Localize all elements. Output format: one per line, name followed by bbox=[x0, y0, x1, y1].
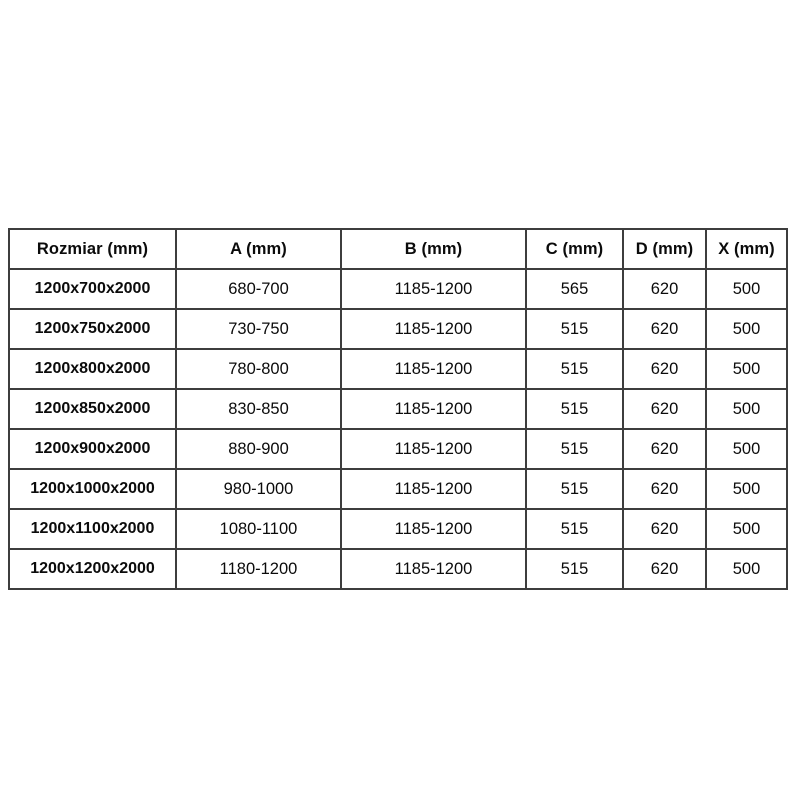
cell-d: 620 bbox=[622, 308, 707, 350]
table-row: 1200x1200x2000 1180-1200 1185-1200 515 6… bbox=[8, 548, 788, 590]
cell-c: 515 bbox=[525, 508, 624, 550]
table-row: 1200x750x2000 730-750 1185-1200 515 620 … bbox=[8, 308, 788, 350]
cell-c: 515 bbox=[525, 548, 624, 590]
cell-b: 1185-1200 bbox=[340, 308, 527, 350]
cell-c: 565 bbox=[525, 268, 624, 310]
cell-x: 500 bbox=[705, 308, 788, 350]
cell-x: 500 bbox=[705, 428, 788, 470]
cell-d: 620 bbox=[622, 468, 707, 510]
cell-b: 1185-1200 bbox=[340, 468, 527, 510]
cell-x: 500 bbox=[705, 348, 788, 390]
cell-size: 1200x1000x2000 bbox=[8, 468, 177, 510]
cell-c: 515 bbox=[525, 428, 624, 470]
spec-table-container: Rozmiar (mm) A (mm) B (mm) C (mm) D (mm)… bbox=[8, 228, 788, 590]
cell-b: 1185-1200 bbox=[340, 388, 527, 430]
cell-c: 515 bbox=[525, 308, 624, 350]
column-header-b: B (mm) bbox=[340, 228, 527, 270]
cell-b: 1185-1200 bbox=[340, 428, 527, 470]
cell-a: 830-850 bbox=[175, 388, 342, 430]
cell-size: 1200x700x2000 bbox=[8, 268, 177, 310]
cell-b: 1185-1200 bbox=[340, 268, 527, 310]
column-header-d: D (mm) bbox=[622, 228, 707, 270]
table-body: 1200x700x2000 680-700 1185-1200 565 620 … bbox=[8, 268, 788, 590]
column-header-c: C (mm) bbox=[525, 228, 624, 270]
column-header-size: Rozmiar (mm) bbox=[8, 228, 177, 270]
table-row: 1200x1000x2000 980-1000 1185-1200 515 62… bbox=[8, 468, 788, 510]
table-row: 1200x1100x2000 1080-1100 1185-1200 515 6… bbox=[8, 508, 788, 550]
table-header: Rozmiar (mm) A (mm) B (mm) C (mm) D (mm)… bbox=[8, 228, 788, 270]
cell-x: 500 bbox=[705, 468, 788, 510]
cell-a: 780-800 bbox=[175, 348, 342, 390]
table-row: 1200x700x2000 680-700 1185-1200 565 620 … bbox=[8, 268, 788, 310]
column-header-a: A (mm) bbox=[175, 228, 342, 270]
dimensions-table: Rozmiar (mm) A (mm) B (mm) C (mm) D (mm)… bbox=[8, 228, 788, 590]
cell-d: 620 bbox=[622, 348, 707, 390]
cell-b: 1185-1200 bbox=[340, 348, 527, 390]
table-row: 1200x900x2000 880-900 1185-1200 515 620 … bbox=[8, 428, 788, 470]
cell-c: 515 bbox=[525, 468, 624, 510]
cell-x: 500 bbox=[705, 508, 788, 550]
cell-c: 515 bbox=[525, 348, 624, 390]
cell-a: 980-1000 bbox=[175, 468, 342, 510]
cell-a: 1180-1200 bbox=[175, 548, 342, 590]
cell-d: 620 bbox=[622, 268, 707, 310]
cell-c: 515 bbox=[525, 388, 624, 430]
cell-x: 500 bbox=[705, 268, 788, 310]
table-header-row: Rozmiar (mm) A (mm) B (mm) C (mm) D (mm)… bbox=[8, 228, 788, 270]
cell-b: 1185-1200 bbox=[340, 548, 527, 590]
cell-d: 620 bbox=[622, 388, 707, 430]
column-header-x: X (mm) bbox=[705, 228, 788, 270]
cell-d: 620 bbox=[622, 508, 707, 550]
cell-a: 680-700 bbox=[175, 268, 342, 310]
cell-a: 730-750 bbox=[175, 308, 342, 350]
cell-a: 1080-1100 bbox=[175, 508, 342, 550]
cell-size: 1200x1100x2000 bbox=[8, 508, 177, 550]
cell-a: 880-900 bbox=[175, 428, 342, 470]
cell-size: 1200x850x2000 bbox=[8, 388, 177, 430]
table-row: 1200x850x2000 830-850 1185-1200 515 620 … bbox=[8, 388, 788, 430]
table-row: 1200x800x2000 780-800 1185-1200 515 620 … bbox=[8, 348, 788, 390]
cell-size: 1200x750x2000 bbox=[8, 308, 177, 350]
cell-x: 500 bbox=[705, 388, 788, 430]
cell-d: 620 bbox=[622, 428, 707, 470]
cell-size: 1200x1200x2000 bbox=[8, 548, 177, 590]
cell-size: 1200x800x2000 bbox=[8, 348, 177, 390]
cell-d: 620 bbox=[622, 548, 707, 590]
cell-size: 1200x900x2000 bbox=[8, 428, 177, 470]
cell-b: 1185-1200 bbox=[340, 508, 527, 550]
cell-x: 500 bbox=[705, 548, 788, 590]
